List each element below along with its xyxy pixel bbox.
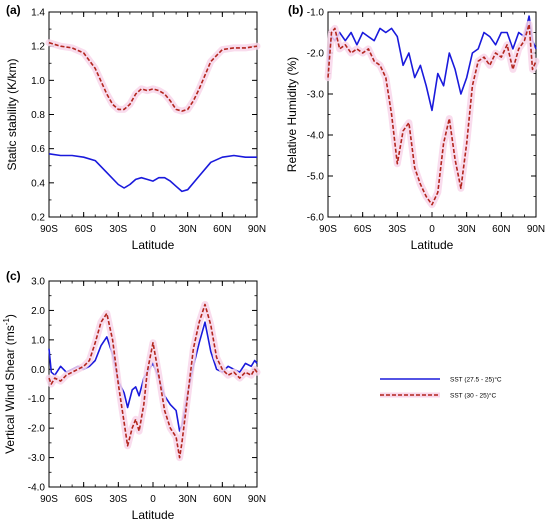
x-tick-label: 60S bbox=[75, 494, 93, 505]
x-tick-label: 30N bbox=[457, 224, 475, 235]
series-line-sst-30-25 bbox=[327, 23, 537, 206]
y-tick-label: -2.0 bbox=[28, 424, 46, 435]
series-line-sst-27-5-25 bbox=[327, 15, 537, 112]
x-axis-label: Latitude bbox=[132, 238, 175, 252]
series-spread-band bbox=[45, 39, 261, 115]
panel-label: (b) bbox=[288, 3, 303, 17]
y-tick-label: 1.0 bbox=[31, 76, 45, 87]
x-tick-label: 30N bbox=[178, 224, 196, 235]
plot-frame bbox=[48, 11, 258, 218]
y-tick-label: -2.0 bbox=[307, 49, 325, 60]
y-tick-label: 1.2 bbox=[31, 42, 45, 53]
y-tick-label: -4.0 bbox=[28, 483, 46, 494]
x-tick-label: 0 bbox=[150, 224, 156, 235]
y-tick-label: 0.8 bbox=[31, 110, 45, 121]
x-tick-label: 90S bbox=[40, 224, 58, 235]
y-tick-label: -3.0 bbox=[307, 90, 325, 101]
series-line-sst-27-5-25 bbox=[48, 153, 257, 193]
series-line-sst-30-25 bbox=[48, 41, 258, 112]
legend: SST (27.5 - 25)°C SST (30 - 25)°C bbox=[380, 376, 502, 400]
x-tick-label: 0 bbox=[150, 494, 156, 505]
panel-c: 90S 60S 30S 0 30N 60N 90N -4.0 -3.0 -2.0 -1.0 0.0 1.… bbox=[2, 269, 266, 522]
y-tick-label: -3.0 bbox=[28, 453, 46, 464]
x-tick-label: 60N bbox=[492, 224, 510, 235]
x-tick-label: 30S bbox=[109, 224, 127, 235]
x-tick-label: 30S bbox=[109, 494, 127, 505]
x-axis-label: Latitude bbox=[411, 238, 454, 252]
y-axis-label: Relative Humidity (%) bbox=[285, 57, 299, 172]
y-tick-label: 3.0 bbox=[31, 277, 45, 288]
y-tick-label: 1.0 bbox=[31, 335, 45, 346]
series-spread-band bbox=[45, 301, 261, 462]
x-axis-label: Latitude bbox=[132, 508, 175, 522]
panel-b: 90S 60S 30S 0 30N 60N 90N -6.0 -5.0 -4.0 -3.0 -2.0 -… bbox=[285, 3, 545, 252]
y-axis-label: Static stability (K/km) bbox=[5, 58, 19, 170]
plot-frame bbox=[48, 280, 258, 488]
panel-label: (c) bbox=[6, 269, 21, 283]
x-tick-label: 60S bbox=[75, 224, 93, 235]
x-tick-label: 90S bbox=[40, 494, 58, 505]
x-tick-label: 30N bbox=[178, 494, 196, 505]
panel-a: 90S 60S 30S 0 30N 60N 90N 0.2 0.4 0.6 0.8 1.0 1.2 1.4… bbox=[5, 3, 266, 252]
x-tick-label: 30S bbox=[388, 224, 406, 235]
y-tick-label: 0.2 bbox=[31, 213, 45, 224]
legend-label: SST (30 - 25)°C bbox=[450, 392, 496, 400]
y-tick-label: 0.6 bbox=[31, 144, 45, 155]
series-line-sst-30-25 bbox=[48, 303, 258, 459]
x-tick-label: 90N bbox=[248, 224, 266, 235]
y-tick-label: -4.0 bbox=[307, 131, 325, 142]
panel-label: (a) bbox=[6, 3, 21, 17]
y-tick-label: -1.0 bbox=[28, 394, 46, 405]
legend-label: SST (27.5 - 25)°C bbox=[450, 376, 502, 384]
y-tick-label: 2.0 bbox=[31, 306, 45, 317]
x-tick-label: 60N bbox=[213, 224, 231, 235]
y-tick-label: 0.4 bbox=[31, 178, 45, 189]
y-tick-label: 1.4 bbox=[31, 8, 45, 19]
y-tick-label: -1.0 bbox=[307, 8, 325, 19]
y-tick-label: -6.0 bbox=[307, 213, 325, 224]
x-tick-label: 60N bbox=[213, 494, 231, 505]
x-tick-label: 90N bbox=[248, 494, 266, 505]
y-tick-label: -5.0 bbox=[307, 172, 325, 183]
y-axis-label: Vertical Wind Shear (ms-1) bbox=[2, 314, 17, 454]
y-tick-label: 0.0 bbox=[31, 365, 45, 376]
x-tick-label: 60S bbox=[354, 224, 372, 235]
x-tick-label: 90S bbox=[319, 224, 337, 235]
x-tick-label: 90N bbox=[527, 224, 545, 235]
x-tick-label: 0 bbox=[429, 224, 435, 235]
